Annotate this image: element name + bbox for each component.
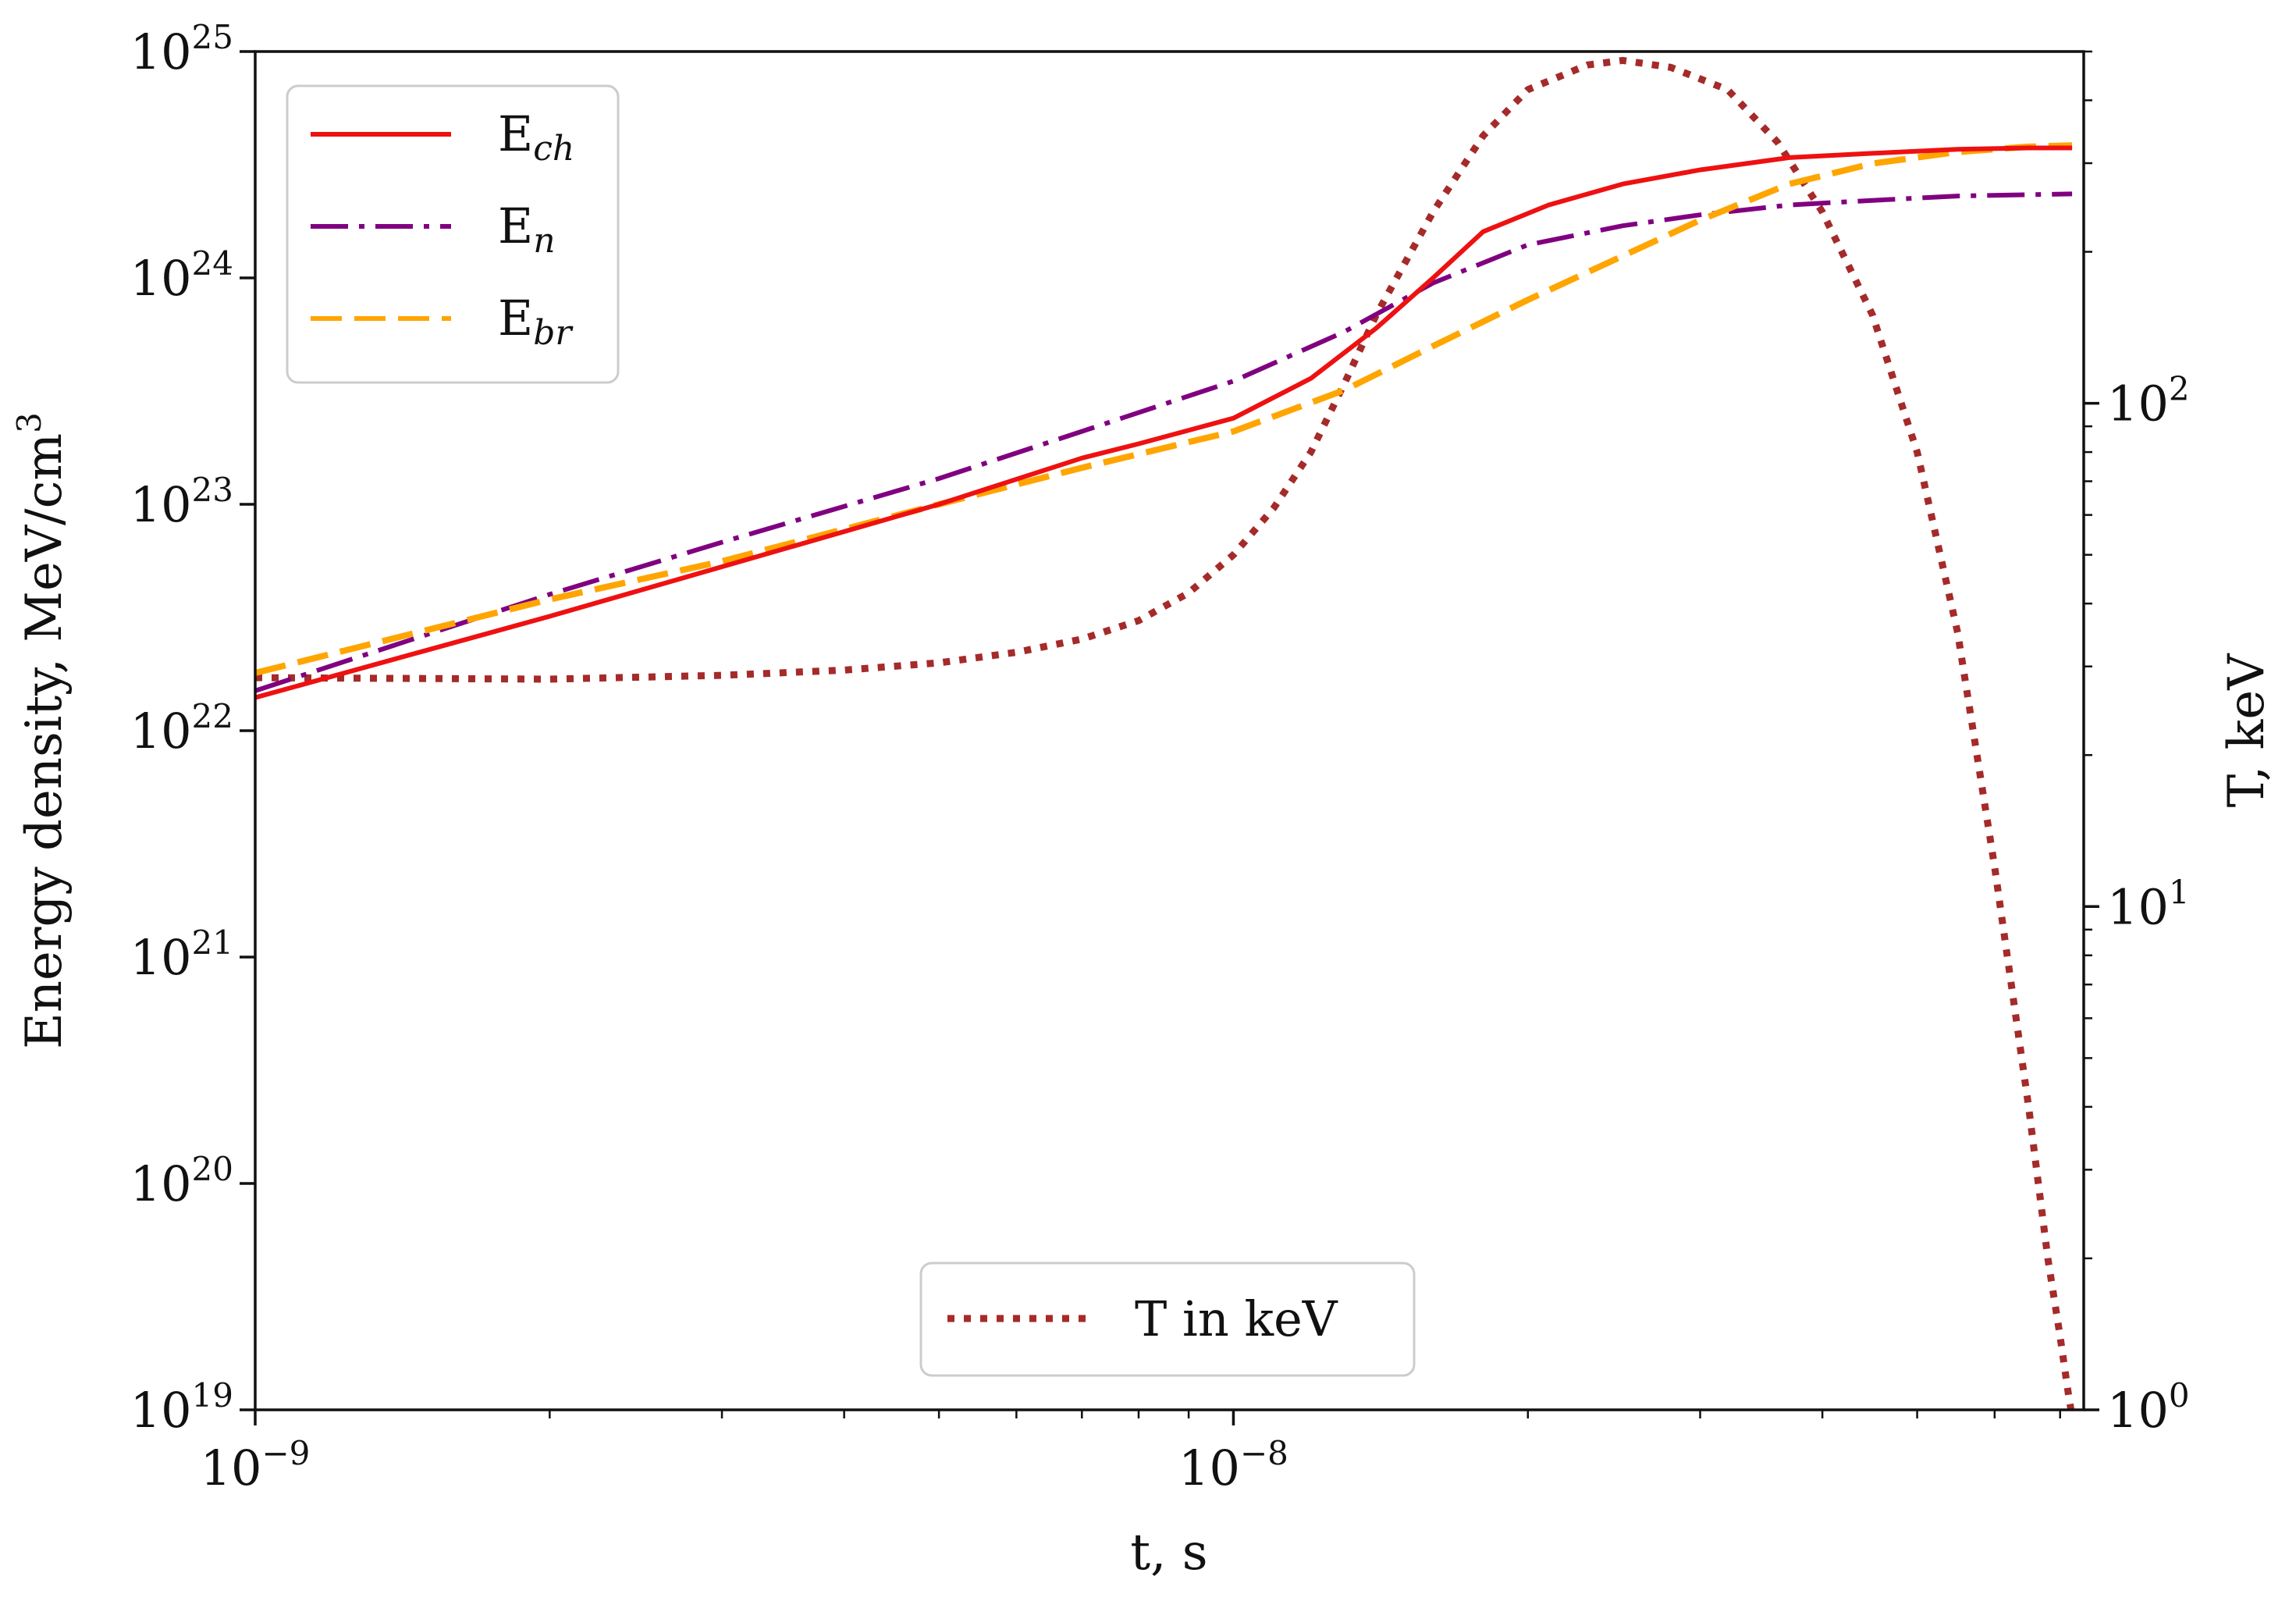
legend-en-label: En [498, 198, 556, 261]
y2-tick-label: 102 [2107, 370, 2190, 432]
series-line-t-in-kev [255, 56, 2075, 1410]
y-tick-label: 1019 [130, 1376, 233, 1439]
x-tick-label: 10−9 [201, 1434, 311, 1496]
legend-t-label: T in keV [1135, 1290, 1338, 1347]
y-tick-label: 1023 [130, 471, 233, 533]
y-tick-label: 1021 [130, 923, 233, 986]
legend-ebr-main: E [498, 290, 533, 347]
y-axis-label-sup: 3 [10, 412, 48, 433]
series-layer [255, 56, 2075, 1410]
y-axis-label-text: Energy density, MeV/cm [16, 433, 73, 1049]
x-tick-label: 10−8 [1178, 1434, 1288, 1496]
ticks-layer: 10−9 10−8 1019 1020 1021 1022 1023 1024 1025 100 1… [130, 18, 2190, 1496]
legend-ebr-sub: br [533, 313, 574, 353]
series-line-e-n [255, 191, 2073, 693]
y2-tick-label: 101 [2107, 873, 2190, 935]
legend-ech-main: E [498, 105, 533, 162]
legend-temperature-box [919, 1262, 1416, 1377]
legend-ech-label: Ech [498, 105, 574, 169]
legend-temperature: T in keV [919, 1262, 1416, 1377]
series-line-e-br [255, 142, 2073, 676]
legend-en-sub: n [533, 221, 555, 261]
y2-axis-label: T, keV [2218, 653, 2276, 808]
legend-energy-box [286, 84, 620, 384]
legend-ech-sub: ch [533, 129, 574, 169]
y2-tick-label: 100 [2107, 1376, 2190, 1439]
y-axis-label: Energy density, MeV/cm3 [10, 412, 73, 1049]
x-axis-label: t, s [1130, 1524, 1207, 1582]
legend-ebr-label: Ebr [498, 290, 574, 353]
legend-energy: Ech En Ebr [286, 84, 620, 384]
y-tick-label: 1025 [130, 18, 233, 80]
y-tick-label: 1022 [130, 697, 233, 760]
y-tick-label: 1024 [130, 244, 233, 307]
legend-en-main: E [498, 198, 533, 254]
series-line-e-ch [255, 145, 2073, 700]
y-tick-label: 1020 [130, 1150, 233, 1212]
